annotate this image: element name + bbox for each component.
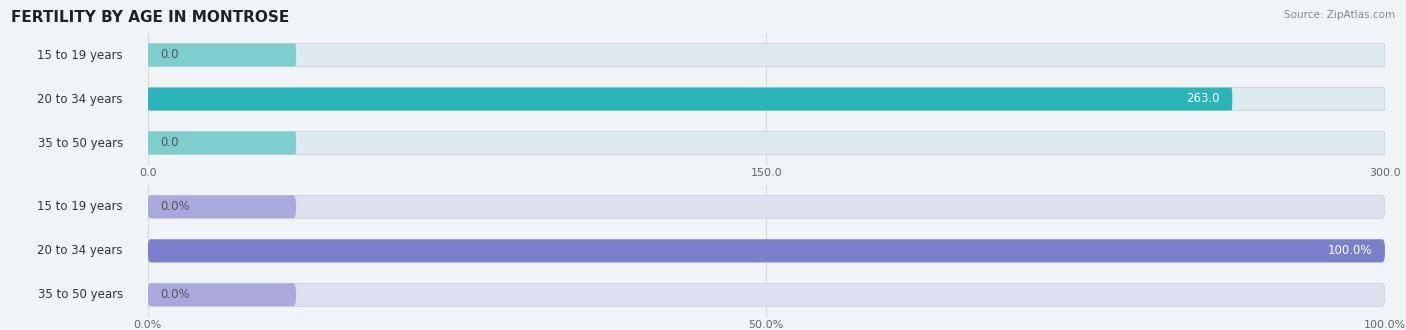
Text: 20 to 34 years: 20 to 34 years bbox=[38, 92, 122, 106]
Text: 263.0: 263.0 bbox=[1187, 92, 1220, 106]
FancyBboxPatch shape bbox=[148, 239, 1385, 262]
Text: 20 to 34 years: 20 to 34 years bbox=[38, 244, 122, 257]
Text: 0.0%: 0.0% bbox=[160, 200, 190, 213]
FancyBboxPatch shape bbox=[148, 283, 1385, 306]
Text: 15 to 19 years: 15 to 19 years bbox=[38, 200, 122, 213]
Text: 0.0: 0.0 bbox=[160, 49, 179, 61]
FancyBboxPatch shape bbox=[148, 44, 297, 66]
FancyBboxPatch shape bbox=[148, 132, 1385, 154]
Text: FERTILITY BY AGE IN MONTROSE: FERTILITY BY AGE IN MONTROSE bbox=[11, 10, 290, 25]
Text: 15 to 19 years: 15 to 19 years bbox=[38, 49, 122, 61]
FancyBboxPatch shape bbox=[148, 87, 1385, 111]
FancyBboxPatch shape bbox=[148, 87, 1232, 111]
FancyBboxPatch shape bbox=[148, 44, 1385, 66]
Text: 35 to 50 years: 35 to 50 years bbox=[38, 288, 122, 301]
FancyBboxPatch shape bbox=[148, 195, 1385, 218]
FancyBboxPatch shape bbox=[148, 239, 1385, 262]
FancyBboxPatch shape bbox=[148, 132, 297, 154]
Text: Source: ZipAtlas.com: Source: ZipAtlas.com bbox=[1284, 10, 1395, 20]
Text: 35 to 50 years: 35 to 50 years bbox=[38, 137, 122, 149]
FancyBboxPatch shape bbox=[148, 283, 297, 306]
FancyBboxPatch shape bbox=[148, 195, 297, 218]
Text: 100.0%: 100.0% bbox=[1329, 244, 1372, 257]
Text: 0.0%: 0.0% bbox=[160, 288, 190, 301]
Text: 0.0: 0.0 bbox=[160, 137, 179, 149]
